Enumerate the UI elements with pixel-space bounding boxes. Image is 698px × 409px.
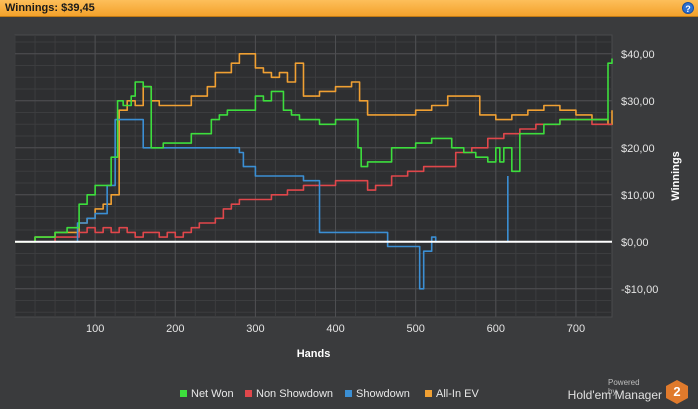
series-line-net-won [15,58,613,243]
legend-item-all-in-ev[interactable]: All-In EV [425,388,479,400]
legend-item-showdown[interactable]: Showdown [345,388,410,400]
y-tick-label: $10,00 [621,190,655,202]
winnings-chart: 100 200 300 400 500 600 700 -$10,00 $0,00 $10,00 $… [14,34,682,360]
y-tick-label: $30,00 [621,96,655,108]
powered-by-text: Powered by [608,378,640,396]
legend-label: Non Showdown [256,388,334,400]
legend-label: Net Won [191,388,234,400]
hm2-logo-icon: 2 [666,380,688,404]
y-tick-label: $0,00 [621,237,649,249]
legend-item-non-showdown[interactable]: Non Showdown [245,388,333,400]
legend-label: All-In EV [436,388,479,400]
x-axis-title: Hands [297,348,331,360]
series-line-all-in-ev [15,53,613,243]
product-name: Hold'em Manager [567,388,662,402]
legend-swatch-showdown [345,390,352,397]
x-tick-label: 300 [246,323,264,335]
x-tick-label: 600 [487,323,505,335]
series-line-non-showdown [15,118,612,243]
series-line-showdown [15,118,509,290]
legend-swatch-net-won [180,390,187,397]
chart-legend: Net Won Non Showdown Showdown All-In EV [0,388,698,404]
x-tick-label: 700 [567,323,585,335]
legend-swatch-non-showdown [245,390,252,397]
y-tick-label: $20,00 [621,143,655,155]
help-icon[interactable]: ? [682,2,694,14]
y-tick-label: $40,00 [621,49,655,61]
y-tick-label: -$10,00 [621,284,658,296]
window-titlebar: Winnings: $39,45 ? [0,0,698,17]
x-tick-label: 100 [86,323,104,335]
legend-label: Showdown [356,388,410,400]
x-tick-label: 500 [406,323,424,335]
window-title: Winnings: $39,45 [5,2,95,14]
legend-swatch-all-in-ev [425,390,432,397]
y-axis-title: Winnings [670,151,682,200]
x-tick-label: 400 [326,323,344,335]
legend-item-net-won[interactable]: Net Won [180,388,234,400]
x-tick-label: 200 [166,323,184,335]
holdem-manager-branding: Powered by Hold'em Manager 2 [568,378,688,406]
